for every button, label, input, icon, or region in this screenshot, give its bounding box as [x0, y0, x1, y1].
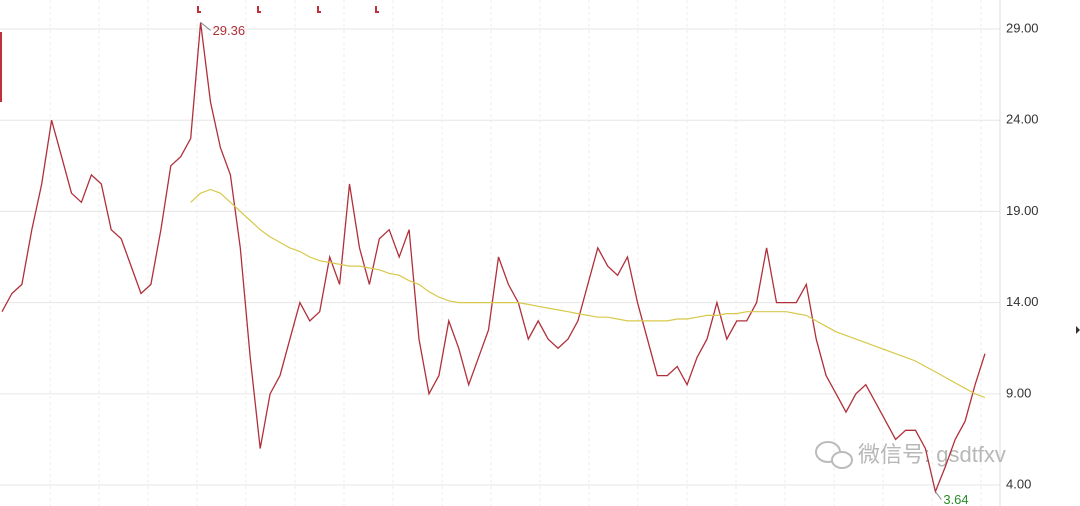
- series-line: [190, 188, 986, 399]
- y-tick-label: 4.00: [1006, 476, 1031, 491]
- min-label: 3.64: [943, 492, 968, 506]
- y-tick-label: 19.00: [1006, 203, 1039, 218]
- min-leader: [934, 491, 942, 500]
- grid-layer: [0, 0, 1000, 506]
- y-tick-label: 24.00: [1006, 112, 1039, 127]
- event-markers: [197, 6, 379, 13]
- watermark-logo: [815, 441, 853, 469]
- watermark: 微信号: gsdtfxv: [858, 442, 1006, 467]
- y-tick-label: 14.00: [1006, 294, 1039, 309]
- series-line: [1, 22, 986, 494]
- max-label: 29.36: [213, 23, 246, 38]
- y-tick-label: 29.00: [1006, 20, 1039, 35]
- max-leader: [200, 22, 211, 31]
- arrow: [1076, 326, 1080, 334]
- y-tick-label: 9.00: [1006, 385, 1031, 400]
- side-marker: [0, 32, 2, 102]
